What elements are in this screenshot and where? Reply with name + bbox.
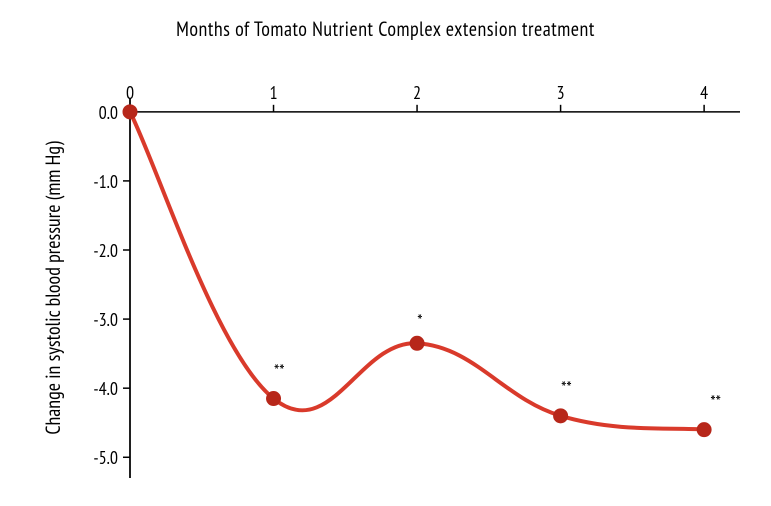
x-tick-label: 1 <box>269 81 277 104</box>
plot-area <box>130 98 740 478</box>
y-tick-label: 0.0 <box>73 101 118 124</box>
x-tick-label: 0 <box>126 81 134 104</box>
y-tick-label: -2.0 <box>73 239 118 262</box>
significance-annotation: ** <box>274 359 284 382</box>
y-axis-label: Change in systolic blood pressure (mm Hg… <box>40 98 66 478</box>
y-tick-label: -3.0 <box>73 308 118 331</box>
x-tick-label: 2 <box>413 81 421 104</box>
chart-title: Months of Tomato Nutrient Complex extens… <box>0 16 771 42</box>
x-tick-label: 3 <box>557 81 565 104</box>
significance-annotation: ** <box>561 377 571 400</box>
y-tick-label: -5.0 <box>73 446 118 469</box>
significance-annotation: * <box>417 310 422 333</box>
y-tick-label: -4.0 <box>73 377 118 400</box>
chart-svg <box>130 98 740 478</box>
significance-annotation: ** <box>710 391 720 414</box>
y-tick-label: -1.0 <box>73 170 118 193</box>
x-tick-label: 4 <box>700 81 708 104</box>
